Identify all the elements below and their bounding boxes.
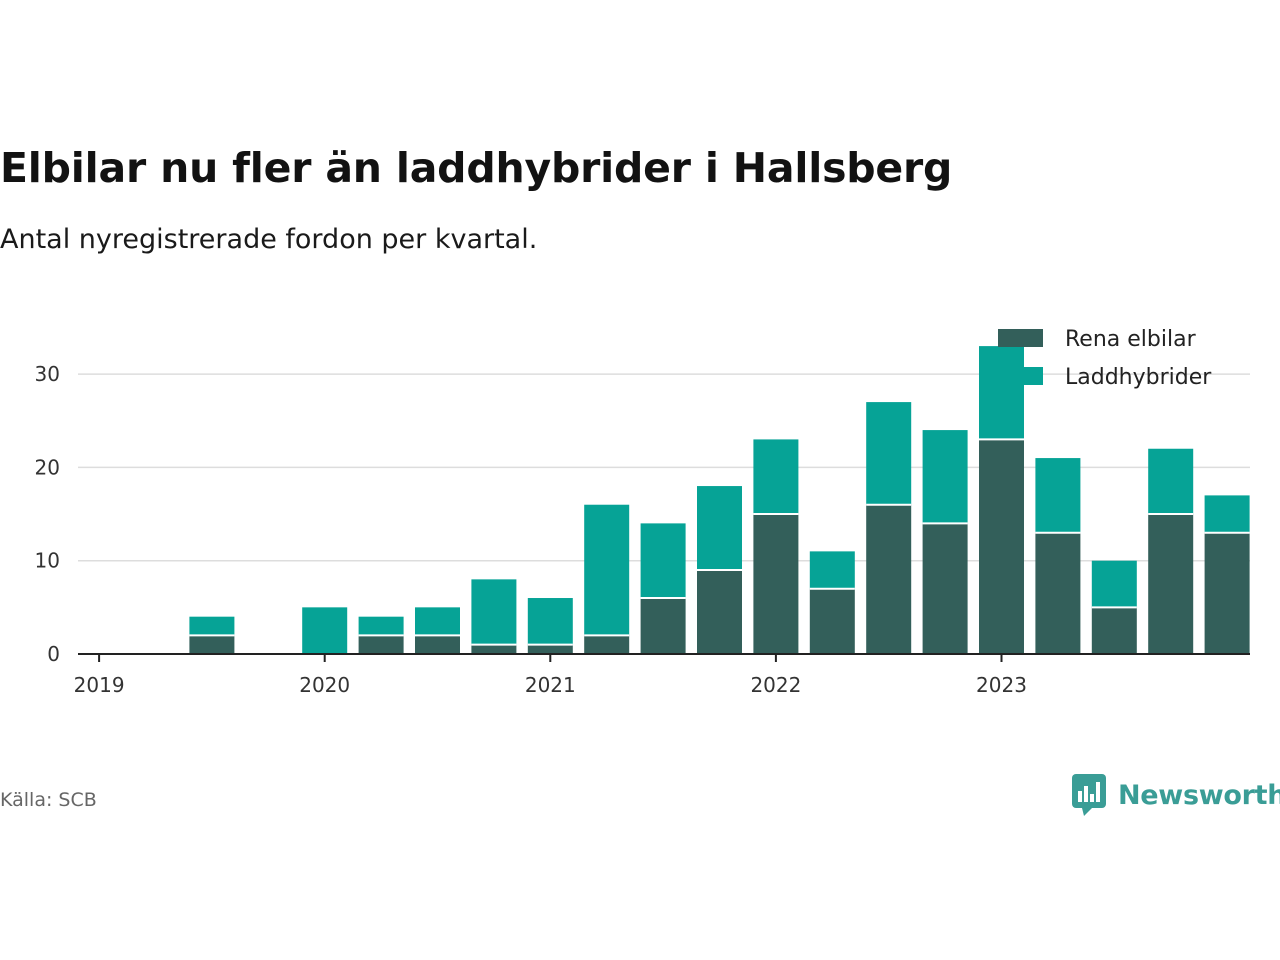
legend: Rena elbilar Laddhybrider xyxy=(998,327,1212,390)
x-tick-label: 2022 xyxy=(750,673,801,697)
chart-subtitle: Antal nyregistrerade fordon per kvartal. xyxy=(0,224,538,255)
bar-rena-elbilar xyxy=(640,598,686,654)
bar-rena-elbilar xyxy=(922,523,968,654)
y-tick-label: 30 xyxy=(35,362,60,386)
x-tick-label: 2019 xyxy=(74,673,125,697)
y-tick-label: 10 xyxy=(35,549,60,573)
bar-rena-elbilar xyxy=(527,644,573,654)
bar-rena-elbilar xyxy=(584,635,630,654)
bar-laddhybrider xyxy=(415,607,460,636)
bar-laddhybrider xyxy=(640,523,686,599)
bar-laddhybrider xyxy=(697,486,742,571)
bar-rena-elbilar xyxy=(1148,514,1194,654)
chart-title: Elbilar nu fler än laddhybrider i Hallsb… xyxy=(0,144,953,192)
bar-rena-elbilar xyxy=(1035,532,1081,654)
bar-rena-elbilar xyxy=(415,635,460,654)
bar-rena-elbilar xyxy=(753,514,799,654)
x-tick-label: 2020 xyxy=(299,673,350,697)
bar-laddhybrider xyxy=(527,598,573,645)
bar-rena-elbilar xyxy=(1091,607,1137,654)
legend-swatch xyxy=(998,329,1043,347)
bar-laddhybrider xyxy=(809,551,855,589)
bars xyxy=(189,346,1250,654)
bar-laddhybrider xyxy=(1148,448,1194,515)
bar-laddhybrider xyxy=(1035,458,1081,533)
y-tick-label: 0 xyxy=(47,642,60,666)
y-tick-label: 20 xyxy=(35,455,60,479)
axes: 0 10 20 30 2019 2020 2021 2022 2023 xyxy=(35,362,1250,697)
legend-label: Rena elbilar xyxy=(1065,327,1197,352)
bar-laddhybrider xyxy=(358,616,404,636)
bar-laddhybrider xyxy=(866,402,912,505)
bar-laddhybrider xyxy=(922,430,968,524)
bar-rena-elbilar xyxy=(1204,532,1250,654)
source-note: Källa: SCB xyxy=(0,789,97,811)
bar-rena-elbilar xyxy=(866,504,912,654)
bar-laddhybrider xyxy=(302,607,348,654)
legend-label: Laddhybrider xyxy=(1065,365,1212,390)
legend-swatch xyxy=(998,367,1043,385)
logo-text: Newsworthy xyxy=(1118,779,1280,811)
bar-rena-elbilar xyxy=(809,588,855,654)
bar-laddhybrider xyxy=(584,504,630,636)
bar-rena-elbilar xyxy=(979,439,1024,654)
bar-laddhybrider xyxy=(753,439,799,515)
bar-laddhybrider xyxy=(1091,560,1137,608)
newsworthy-logo-icon xyxy=(1072,774,1106,816)
bar-laddhybrider xyxy=(1204,495,1250,533)
x-tick-label: 2021 xyxy=(525,673,576,697)
bar-rena-elbilar xyxy=(189,635,235,654)
bar-rena-elbilar xyxy=(697,570,742,654)
bar-rena-elbilar xyxy=(471,644,517,654)
bar-laddhybrider xyxy=(979,346,1024,440)
bar-laddhybrider xyxy=(471,579,517,645)
newsworthy-logo: Newsworthy xyxy=(1072,774,1280,816)
bar-rena-elbilar xyxy=(358,635,404,654)
x-tick-label: 2023 xyxy=(976,673,1027,697)
bar-laddhybrider xyxy=(189,616,235,636)
